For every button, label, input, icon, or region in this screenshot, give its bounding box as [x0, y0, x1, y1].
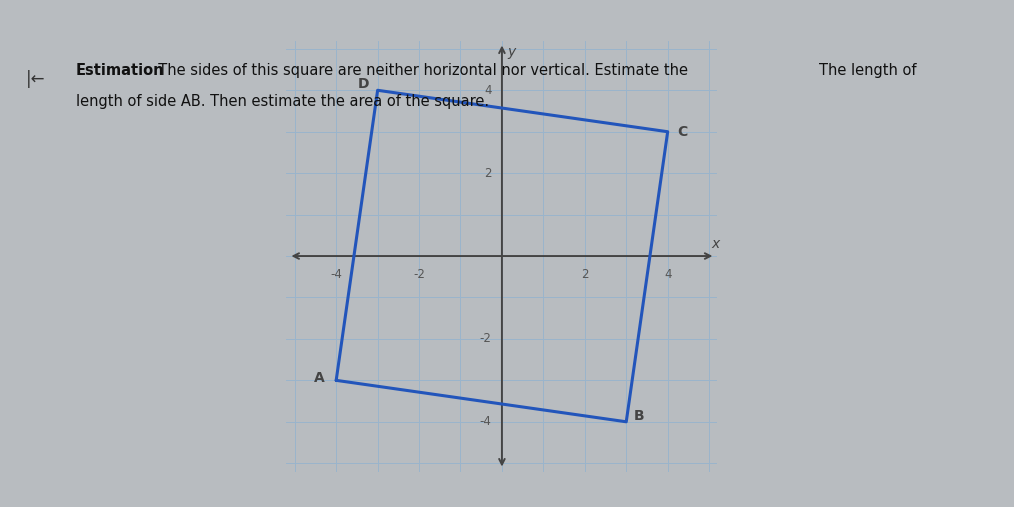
- Text: A: A: [314, 371, 324, 385]
- Text: 2: 2: [581, 268, 588, 281]
- Text: x: x: [711, 237, 720, 251]
- Text: length of side AB. Then estimate the area of the square.: length of side AB. Then estimate the are…: [76, 94, 489, 109]
- Text: |←: |←: [25, 69, 46, 88]
- Text: D: D: [357, 77, 369, 91]
- Text: y: y: [507, 45, 515, 59]
- Text: 4: 4: [484, 84, 492, 97]
- Text: The length of: The length of: [819, 63, 917, 79]
- Text: -2: -2: [413, 268, 425, 281]
- Text: -2: -2: [480, 333, 492, 345]
- Text: The sides of this square are neither horizontal nor vertical. Estimate the: The sides of this square are neither hor…: [149, 63, 689, 79]
- Text: 4: 4: [664, 268, 671, 281]
- Text: Estimation: Estimation: [76, 63, 164, 79]
- Text: B: B: [634, 409, 644, 422]
- Text: -4: -4: [331, 268, 342, 281]
- Text: 2: 2: [484, 167, 492, 179]
- Text: -4: -4: [480, 415, 492, 428]
- Text: C: C: [677, 125, 687, 139]
